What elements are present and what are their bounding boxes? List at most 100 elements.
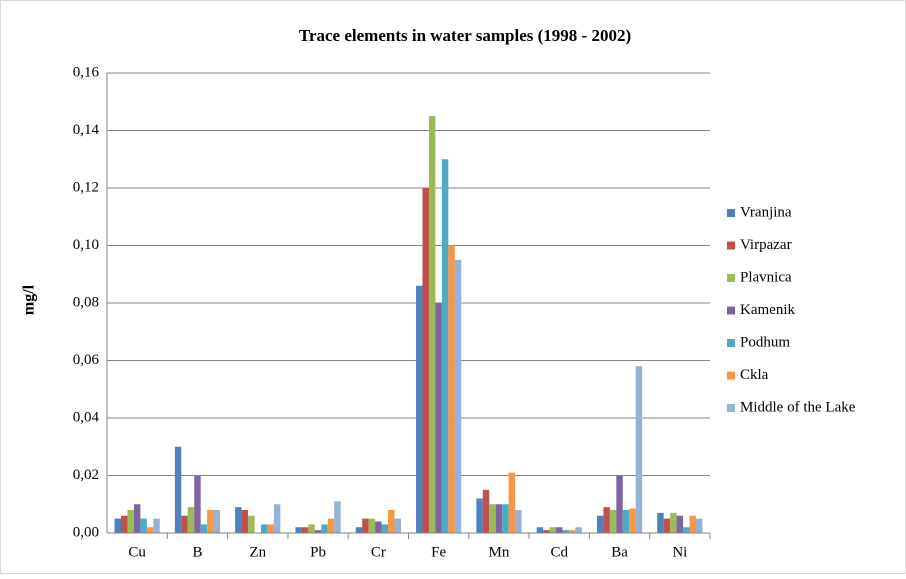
x-tick-label: Cu xyxy=(128,544,146,560)
y-axis-label: mg/l xyxy=(21,284,38,315)
bar xyxy=(120,515,128,533)
bar xyxy=(670,512,677,533)
bar xyxy=(153,518,160,533)
bar xyxy=(476,498,483,533)
legend-label: Middle of the Lake xyxy=(740,399,856,415)
bar xyxy=(273,504,281,533)
bar xyxy=(267,524,274,533)
y-tick-label: 0,10 xyxy=(73,237,99,253)
bar xyxy=(489,504,496,533)
bar xyxy=(635,366,643,533)
bar xyxy=(596,515,604,533)
bar xyxy=(127,510,134,533)
bar xyxy=(609,510,617,533)
x-tick-label: Fe xyxy=(431,544,446,560)
bar xyxy=(696,518,703,533)
bar xyxy=(448,245,455,533)
bar xyxy=(502,504,509,533)
y-tick-label: 0,06 xyxy=(73,352,100,368)
bar xyxy=(556,527,563,533)
legend-label: Ckla xyxy=(740,367,769,383)
bar xyxy=(603,507,610,533)
bar xyxy=(260,524,268,533)
bar xyxy=(200,524,208,533)
bar xyxy=(133,504,141,533)
bar xyxy=(676,515,684,533)
bar xyxy=(213,510,221,533)
bar xyxy=(140,518,147,533)
y-tick-label: 0,00 xyxy=(73,524,99,540)
bar xyxy=(295,527,302,533)
bar xyxy=(207,510,214,533)
bar xyxy=(428,116,436,533)
bar xyxy=(562,530,569,533)
bar xyxy=(394,518,401,533)
chart-title: Trace elements in water samples (1998 - … xyxy=(299,26,631,45)
x-tick-label: Zn xyxy=(249,544,266,560)
bar xyxy=(146,527,154,533)
y-tick-label: 0,16 xyxy=(73,64,100,80)
legend-label: Podhum xyxy=(740,334,790,350)
bar xyxy=(388,510,395,533)
bar xyxy=(515,510,522,533)
bar xyxy=(657,512,664,533)
bar xyxy=(334,501,341,533)
bar xyxy=(248,515,255,533)
bar xyxy=(368,518,376,533)
bar xyxy=(629,508,636,533)
legend-swatch xyxy=(727,274,735,282)
bar xyxy=(422,188,429,533)
bar xyxy=(235,507,242,533)
bar xyxy=(663,518,671,533)
x-tick-label: Ni xyxy=(672,544,687,560)
bar xyxy=(114,518,121,533)
bar xyxy=(616,475,623,533)
legend-swatch xyxy=(727,404,735,412)
bar xyxy=(174,446,182,533)
bar xyxy=(689,515,697,533)
x-tick-label: Pb xyxy=(310,544,326,560)
bar xyxy=(314,530,322,533)
y-tick-label: 0,08 xyxy=(73,294,99,310)
bar xyxy=(482,489,490,533)
bar xyxy=(241,510,249,533)
bar xyxy=(301,527,309,533)
bar xyxy=(495,504,503,533)
legend-swatch xyxy=(727,371,735,380)
bar xyxy=(575,527,582,533)
legend-label: Kamenik xyxy=(740,302,795,318)
bar xyxy=(683,527,690,533)
y-tick-label: 0,04 xyxy=(73,409,100,425)
x-tick-label: Mn xyxy=(489,544,510,560)
legend-swatch xyxy=(727,306,735,315)
bar xyxy=(194,475,201,533)
x-tick-label: Cr xyxy=(371,544,386,560)
bar xyxy=(508,472,516,533)
legend-label: Vranjina xyxy=(740,204,792,220)
legend-swatch xyxy=(727,339,735,347)
bar xyxy=(543,530,550,533)
x-tick-label: Ba xyxy=(611,544,628,560)
bar xyxy=(187,507,195,533)
bar xyxy=(549,527,557,533)
bar xyxy=(181,515,188,533)
legend-swatch xyxy=(727,241,735,250)
bar xyxy=(416,285,423,533)
bar xyxy=(441,159,449,533)
bar xyxy=(355,527,363,533)
bar xyxy=(362,518,369,533)
legend-swatch xyxy=(727,209,735,217)
x-tick-label: B xyxy=(192,544,202,560)
bar xyxy=(308,524,315,533)
bar xyxy=(568,530,576,533)
y-tick-label: 0,12 xyxy=(73,179,99,195)
y-tick-label: 0,14 xyxy=(73,122,100,138)
bar xyxy=(327,518,335,533)
bar xyxy=(536,527,544,533)
legend-label: Plavnica xyxy=(740,269,792,285)
bar xyxy=(381,524,389,533)
x-tick-label: Cd xyxy=(550,544,568,560)
bar xyxy=(622,510,630,533)
y-tick-label: 0,02 xyxy=(73,467,99,483)
